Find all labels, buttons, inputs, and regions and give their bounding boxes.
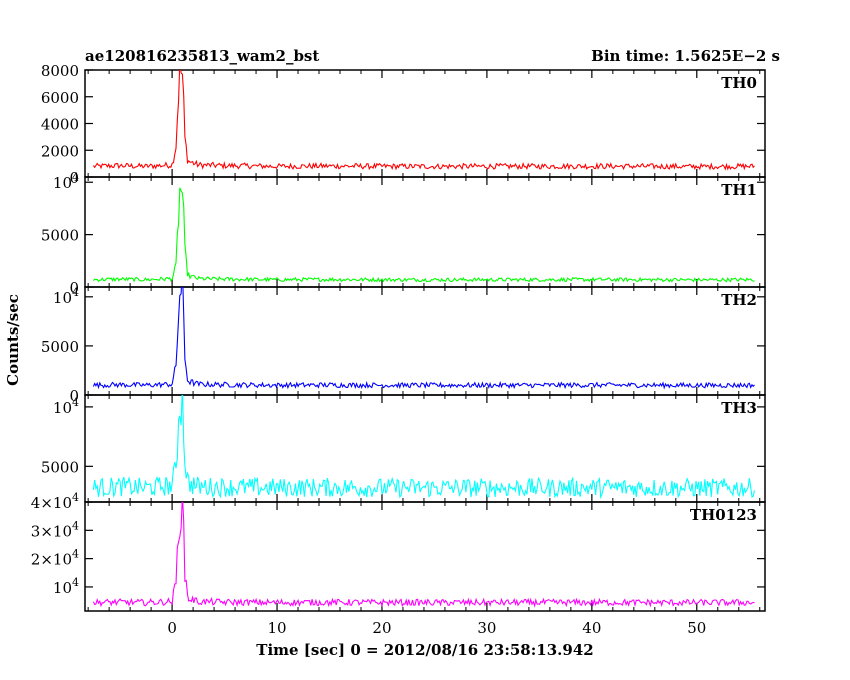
series-line-th0123 [92,502,755,608]
y-tick-label: 0 [69,169,79,187]
y-tick-label: 4×104 [31,491,79,512]
series-line-th3 [92,395,756,500]
x-tick-label: 50 [687,619,706,637]
series-label-th2: TH2 [721,291,757,309]
series-label-th3: TH3 [721,399,757,417]
y-tick-label: 104 [53,171,79,192]
y-tick-label: 2×104 [31,548,79,569]
y-tick-label: 5000 [41,227,79,245]
y-tick-label: 0 [69,387,79,405]
observation-id-title: ae120816235813_wam2_bst [85,47,319,65]
panels: 0 2000 4000 6000 8000 TH0 0 5000 104 TH1 0 5000 104 T… [31,62,766,637]
y-tick-label: 5000 [41,338,79,356]
series-line-th1 [92,187,755,283]
panel-th0123: 104 2×104 3×104 4×104 TH0123 0 10 20 30 40 50 [31,491,766,637]
x-tick-label: 10 [267,619,286,637]
panel-frame [84,501,766,612]
series-line-th0 [92,70,755,171]
y-tick-label: 8000 [41,62,79,80]
series-label-th1: TH1 [721,181,757,199]
x-tick-label: 30 [477,619,496,637]
x-tick-label: 20 [372,619,391,637]
y-axis-title: Counts/sec [4,294,22,386]
y-tick-label: 5000 [41,458,79,476]
y-tick-label: 0 [69,279,79,297]
series-label-th0: TH0 [721,74,757,92]
y-tick-label: 104 [53,396,79,417]
panel-th2: 0 5000 104 TH2 [41,286,766,405]
series-label-th0123: TH0123 [690,506,757,524]
bin-time-label: Bin time: 1.5625E−2 s [591,47,780,65]
series-line-th2 [92,287,755,390]
x-tick-label: 0 [167,619,177,637]
y-tick-label: 6000 [41,89,79,107]
y-tick-label: 2000 [41,142,79,160]
panel-th1: 0 5000 104 TH1 [41,171,766,297]
x-axis-title: Time [sec] 0 = 2012/08/16 23:58:13.942 [256,641,593,659]
x-tick-label: 40 [582,619,601,637]
y-tick-label: 4000 [41,116,79,134]
y-tick-label: 3×104 [31,519,79,540]
panel-th0: 0 2000 4000 6000 8000 TH0 [41,62,766,187]
y-tick-label: 104 [53,286,79,307]
panel-th3: 5000 104 TH3 [41,394,766,503]
y-tick-label: 104 [53,576,79,597]
